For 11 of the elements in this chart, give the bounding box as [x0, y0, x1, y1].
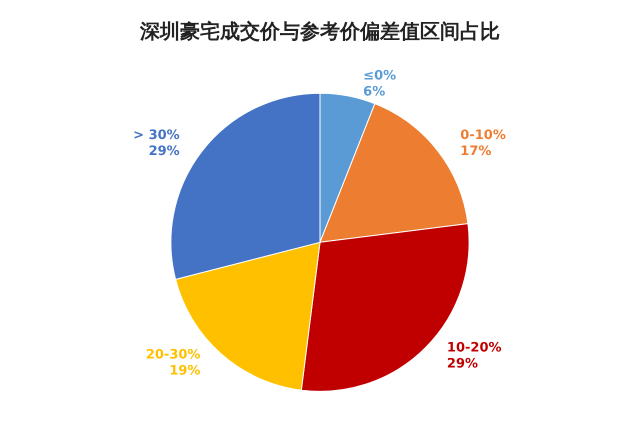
slice-label: 20-30% [146, 348, 200, 363]
chart-title: 深圳豪宅成交价与参考价偏差值区间占比 [139, 19, 500, 43]
slice-label: 0-10% [460, 128, 506, 144]
slice-label: > 30% [133, 128, 180, 144]
slice-label: ≤0% [363, 68, 396, 84]
data-label: 19% [169, 364, 200, 379]
data-label: 6% [363, 84, 386, 100]
slice-label: 10-20% [446, 340, 502, 356]
data-label: 29% [446, 356, 478, 372]
data-label: 29% [148, 144, 180, 160]
data-label: 17% [460, 144, 492, 160]
